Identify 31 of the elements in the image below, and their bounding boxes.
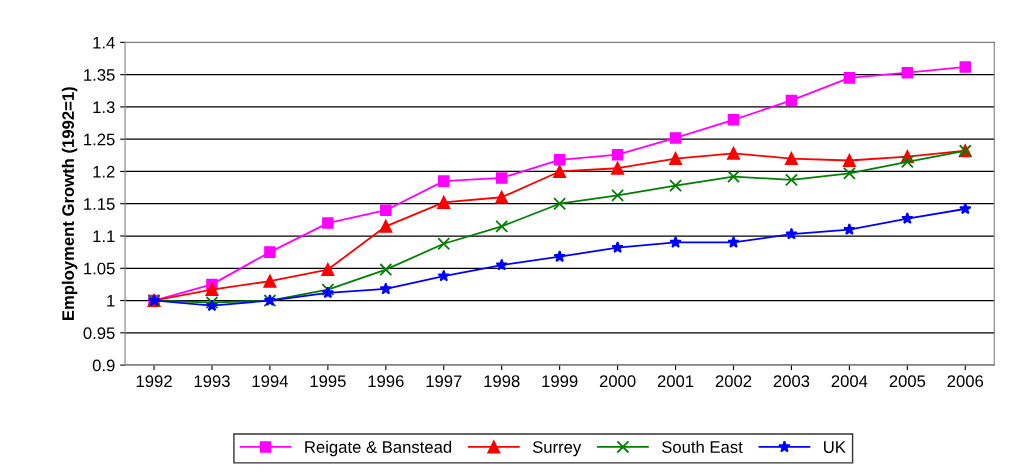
x-tick-label: 2004 [831, 375, 868, 388]
x-tick-label: 1996 [368, 375, 404, 388]
x-tick-label: 1993 [194, 375, 230, 388]
y-tick-label: 1.3 [93, 101, 115, 114]
y-tick-label: 1.05 [84, 262, 115, 275]
x-tick-label: 1999 [542, 375, 578, 388]
y-tick-label: 1.2 [93, 165, 115, 178]
x-tick-label: 2000 [599, 375, 636, 388]
x-tick-label: 2005 [889, 375, 926, 388]
x-tick-label: 2001 [657, 375, 694, 388]
legend-label: South East [662, 440, 743, 453]
x-tick-label: 2006 [947, 375, 984, 388]
y-tick-label: 1 [107, 295, 115, 307]
legend-label: UK [824, 441, 846, 453]
x-tick-label: 1998 [484, 375, 520, 388]
y-tick-label: 1.4 [93, 36, 115, 49]
x-tick-label: 2003 [773, 375, 810, 388]
y-axis-title: Employment Growth (1992=1) [61, 87, 78, 320]
x-tick-label: 1995 [310, 375, 346, 388]
legend-label: Surrey [532, 441, 582, 457]
y-tick-label: 1.35 [84, 69, 115, 81]
x-tick-label: 1992 [136, 375, 172, 388]
legend-label: Reigate & Banstead [305, 440, 452, 457]
x-tick-label: 2002 [715, 375, 752, 388]
x-tick-label: 1994 [252, 375, 288, 388]
y-tick-label: 1.25 [84, 133, 115, 146]
x-tick-label: 1997 [426, 375, 462, 388]
y-tick-label: 1.1 [93, 230, 115, 243]
y-tick-label: 0.9 [92, 359, 115, 372]
y-tick-label: 0.95 [83, 327, 115, 340]
y-tick-label: 1.15 [84, 198, 115, 210]
